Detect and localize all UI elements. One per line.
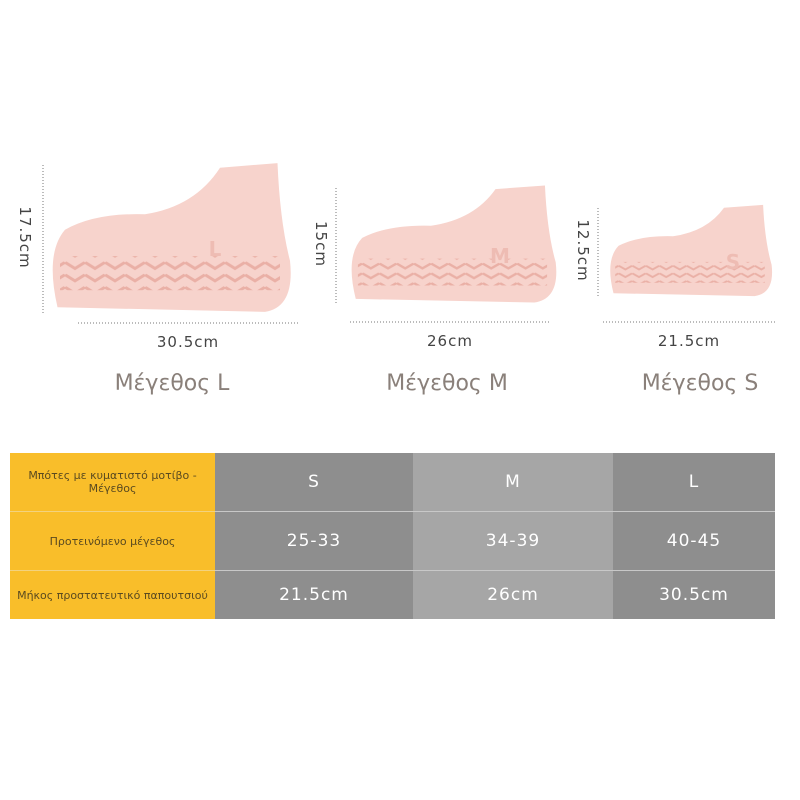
length-label: 26cm bbox=[427, 332, 473, 350]
size-caption: Μέγεθος M bbox=[386, 371, 508, 396]
shoe-letter: S bbox=[726, 250, 740, 274]
height-label: 17.5cm bbox=[16, 206, 34, 268]
table-row: Προτεινόμενο μέγεθος 25-33 34-39 40-45 bbox=[10, 511, 775, 571]
table-cell: L bbox=[613, 453, 775, 512]
size-caption: Μέγεθος L bbox=[115, 371, 231, 396]
table-row: Μπότες με κυματιστό μοτίβο - Μέγεθος S M L bbox=[10, 453, 775, 512]
shoe bbox=[610, 204, 773, 297]
length-label: 21.5cm bbox=[658, 332, 720, 350]
shoe-tread bbox=[615, 261, 765, 283]
shoe bbox=[52, 163, 291, 312]
table-row: Μήκος προστατευτικό παπουτσιού 21.5cm 26cm… bbox=[10, 570, 775, 619]
table-cell: 34-39 bbox=[413, 511, 613, 571]
table-cell: S bbox=[215, 453, 413, 512]
size-caption: Μέγεθος S bbox=[642, 371, 759, 396]
size-table: Μπότες με κυματιστό μοτίβο - Μέγεθος S M L Π… bbox=[10, 453, 775, 619]
shoe-tread bbox=[357, 258, 548, 286]
shoe-letter: M bbox=[490, 244, 510, 268]
table-cell: 21.5cm bbox=[215, 570, 413, 619]
table-cell: 26cm bbox=[413, 570, 613, 619]
row-header: Μπότες με κυματιστό μοτίβο - Μέγεθος bbox=[10, 453, 215, 512]
table-cell: 40-45 bbox=[613, 511, 775, 571]
table-cell: M bbox=[413, 453, 613, 512]
length-label: 30.5cm bbox=[157, 333, 219, 351]
shoe bbox=[351, 185, 557, 303]
shoe-tread bbox=[60, 256, 280, 291]
height-label: 15cm bbox=[312, 221, 330, 267]
row-header: Προτεινόμενο μέγεθος bbox=[10, 511, 215, 571]
height-label: 12.5cm bbox=[574, 219, 592, 281]
shoe-letter: L bbox=[209, 237, 222, 261]
shoe-illustration: L 17.5cm 30.5cm Μέγεθος L M 15cm 26cm Μέγεθος M… bbox=[16, 163, 775, 396]
table-cell: 30.5cm bbox=[613, 570, 775, 619]
table-cell: 25-33 bbox=[215, 511, 413, 571]
row-header: Μήκος προστατευτικό παπουτσιού bbox=[10, 570, 215, 619]
